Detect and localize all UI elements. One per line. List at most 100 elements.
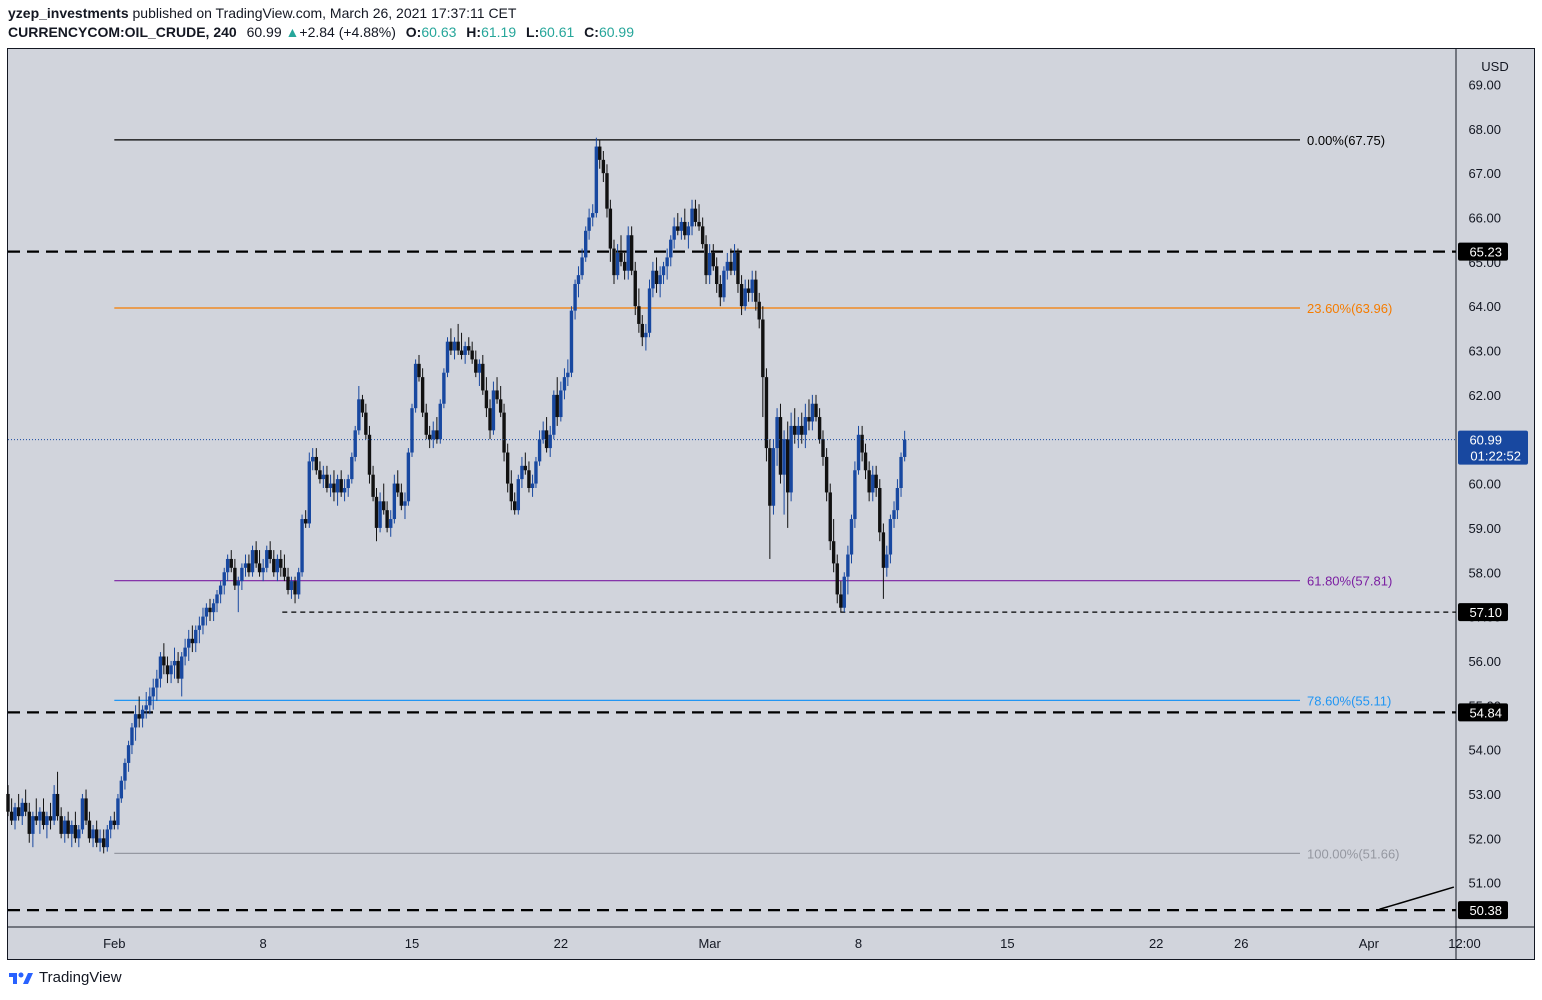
candle-body bbox=[839, 594, 843, 608]
candle-body bbox=[84, 798, 88, 821]
plot-background[interactable] bbox=[8, 49, 1456, 927]
candle bbox=[332, 470, 336, 502]
publisher-name[interactable]: yzep_investments bbox=[8, 5, 129, 21]
candle-body bbox=[725, 261, 730, 271]
candle bbox=[463, 341, 467, 364]
candle bbox=[881, 523, 886, 599]
line-price-tag bbox=[1458, 901, 1508, 920]
candle-body bbox=[396, 483, 400, 493]
candle-body bbox=[707, 252, 712, 276]
candle bbox=[718, 275, 723, 307]
candle bbox=[126, 740, 131, 772]
candle bbox=[34, 798, 38, 826]
footer: TradingView bbox=[8, 969, 122, 986]
candle-body bbox=[789, 425, 793, 493]
candle-body bbox=[459, 350, 464, 355]
candle bbox=[180, 652, 184, 697]
time-ticks: Feb 8 15 22 Mar 8 15 22 26 Apr 12:00 bbox=[103, 936, 1481, 951]
candle bbox=[133, 705, 138, 741]
candle-body bbox=[289, 581, 294, 590]
candle bbox=[374, 488, 379, 542]
candle bbox=[846, 545, 850, 595]
trend-line[interactable] bbox=[1379, 886, 1455, 910]
candle bbox=[101, 829, 106, 854]
candle bbox=[187, 629, 191, 661]
candle-body bbox=[732, 252, 737, 271]
candle-body bbox=[23, 802, 28, 812]
candle-body bbox=[537, 439, 542, 462]
candle-body bbox=[697, 221, 701, 227]
candle-body bbox=[31, 816, 35, 834]
candle bbox=[527, 461, 531, 493]
candle bbox=[52, 785, 56, 826]
open-value: 60.63 bbox=[421, 24, 457, 40]
candle-body bbox=[13, 807, 17, 821]
candle-body bbox=[286, 576, 290, 590]
time-tick-label: 15 bbox=[1000, 936, 1014, 951]
candle bbox=[828, 483, 832, 551]
candle bbox=[509, 470, 513, 511]
candle-body bbox=[339, 479, 343, 493]
last-price-text: 60.99 bbox=[246, 24, 282, 40]
candle-body bbox=[821, 439, 825, 457]
candle-body bbox=[342, 488, 347, 493]
candle-body bbox=[746, 288, 751, 293]
price-tick-label: 69.00 bbox=[1468, 77, 1501, 92]
candle bbox=[130, 723, 134, 755]
candle-body bbox=[296, 572, 301, 595]
candle bbox=[888, 514, 893, 564]
candle-body bbox=[810, 403, 815, 422]
candle bbox=[197, 616, 202, 644]
price-tick-label: 62.00 bbox=[1468, 388, 1501, 403]
candle-body bbox=[133, 714, 138, 728]
candle bbox=[661, 261, 666, 285]
candle-body bbox=[424, 412, 428, 435]
candle bbox=[863, 443, 868, 480]
candle bbox=[899, 452, 903, 497]
candle-body bbox=[52, 793, 56, 821]
candle-body bbox=[303, 519, 308, 524]
candle-body bbox=[140, 709, 145, 719]
candle-body bbox=[739, 284, 744, 307]
candle-body bbox=[438, 403, 442, 440]
candle bbox=[87, 811, 92, 843]
candle bbox=[839, 581, 843, 613]
candle bbox=[382, 483, 386, 515]
candle-body bbox=[328, 483, 333, 488]
candle-body bbox=[530, 483, 535, 488]
candle bbox=[686, 221, 691, 249]
candle bbox=[491, 381, 496, 435]
candle bbox=[842, 572, 846, 613]
candle-body bbox=[778, 417, 783, 475]
price-axis-background[interactable] bbox=[1456, 49, 1534, 927]
candle bbox=[289, 576, 294, 599]
candle bbox=[591, 204, 595, 227]
candle-body bbox=[711, 252, 715, 267]
candle-body bbox=[608, 208, 613, 249]
candle-body bbox=[888, 519, 893, 555]
brand-name[interactable]: TradingView bbox=[39, 969, 122, 986]
candle bbox=[438, 399, 442, 444]
candle-body bbox=[474, 359, 478, 373]
price-tick-label: 54.00 bbox=[1468, 743, 1501, 758]
time-axis-background[interactable] bbox=[8, 927, 1456, 959]
candle-body bbox=[622, 261, 627, 271]
candle bbox=[743, 279, 747, 311]
price-tick-label: 59.00 bbox=[1468, 521, 1501, 536]
candle-body bbox=[796, 425, 801, 435]
candle bbox=[431, 421, 435, 449]
candle bbox=[676, 213, 680, 236]
candle-body bbox=[445, 341, 450, 373]
candle-body bbox=[612, 248, 616, 276]
candle bbox=[105, 825, 109, 852]
price-tick-label: 56.00 bbox=[1468, 654, 1501, 669]
candle bbox=[225, 554, 230, 582]
candle-body bbox=[591, 213, 595, 218]
fibonacci-retracement[interactable]: 0.00%(67.75) 23.60%(63.96) 61.80%(57.81) 78… bbox=[114, 133, 1400, 861]
candle bbox=[282, 554, 287, 582]
candle-body bbox=[835, 563, 839, 595]
candle bbox=[874, 465, 878, 497]
tradingview-logo-icon[interactable] bbox=[8, 970, 34, 986]
candle-body bbox=[644, 332, 648, 338]
